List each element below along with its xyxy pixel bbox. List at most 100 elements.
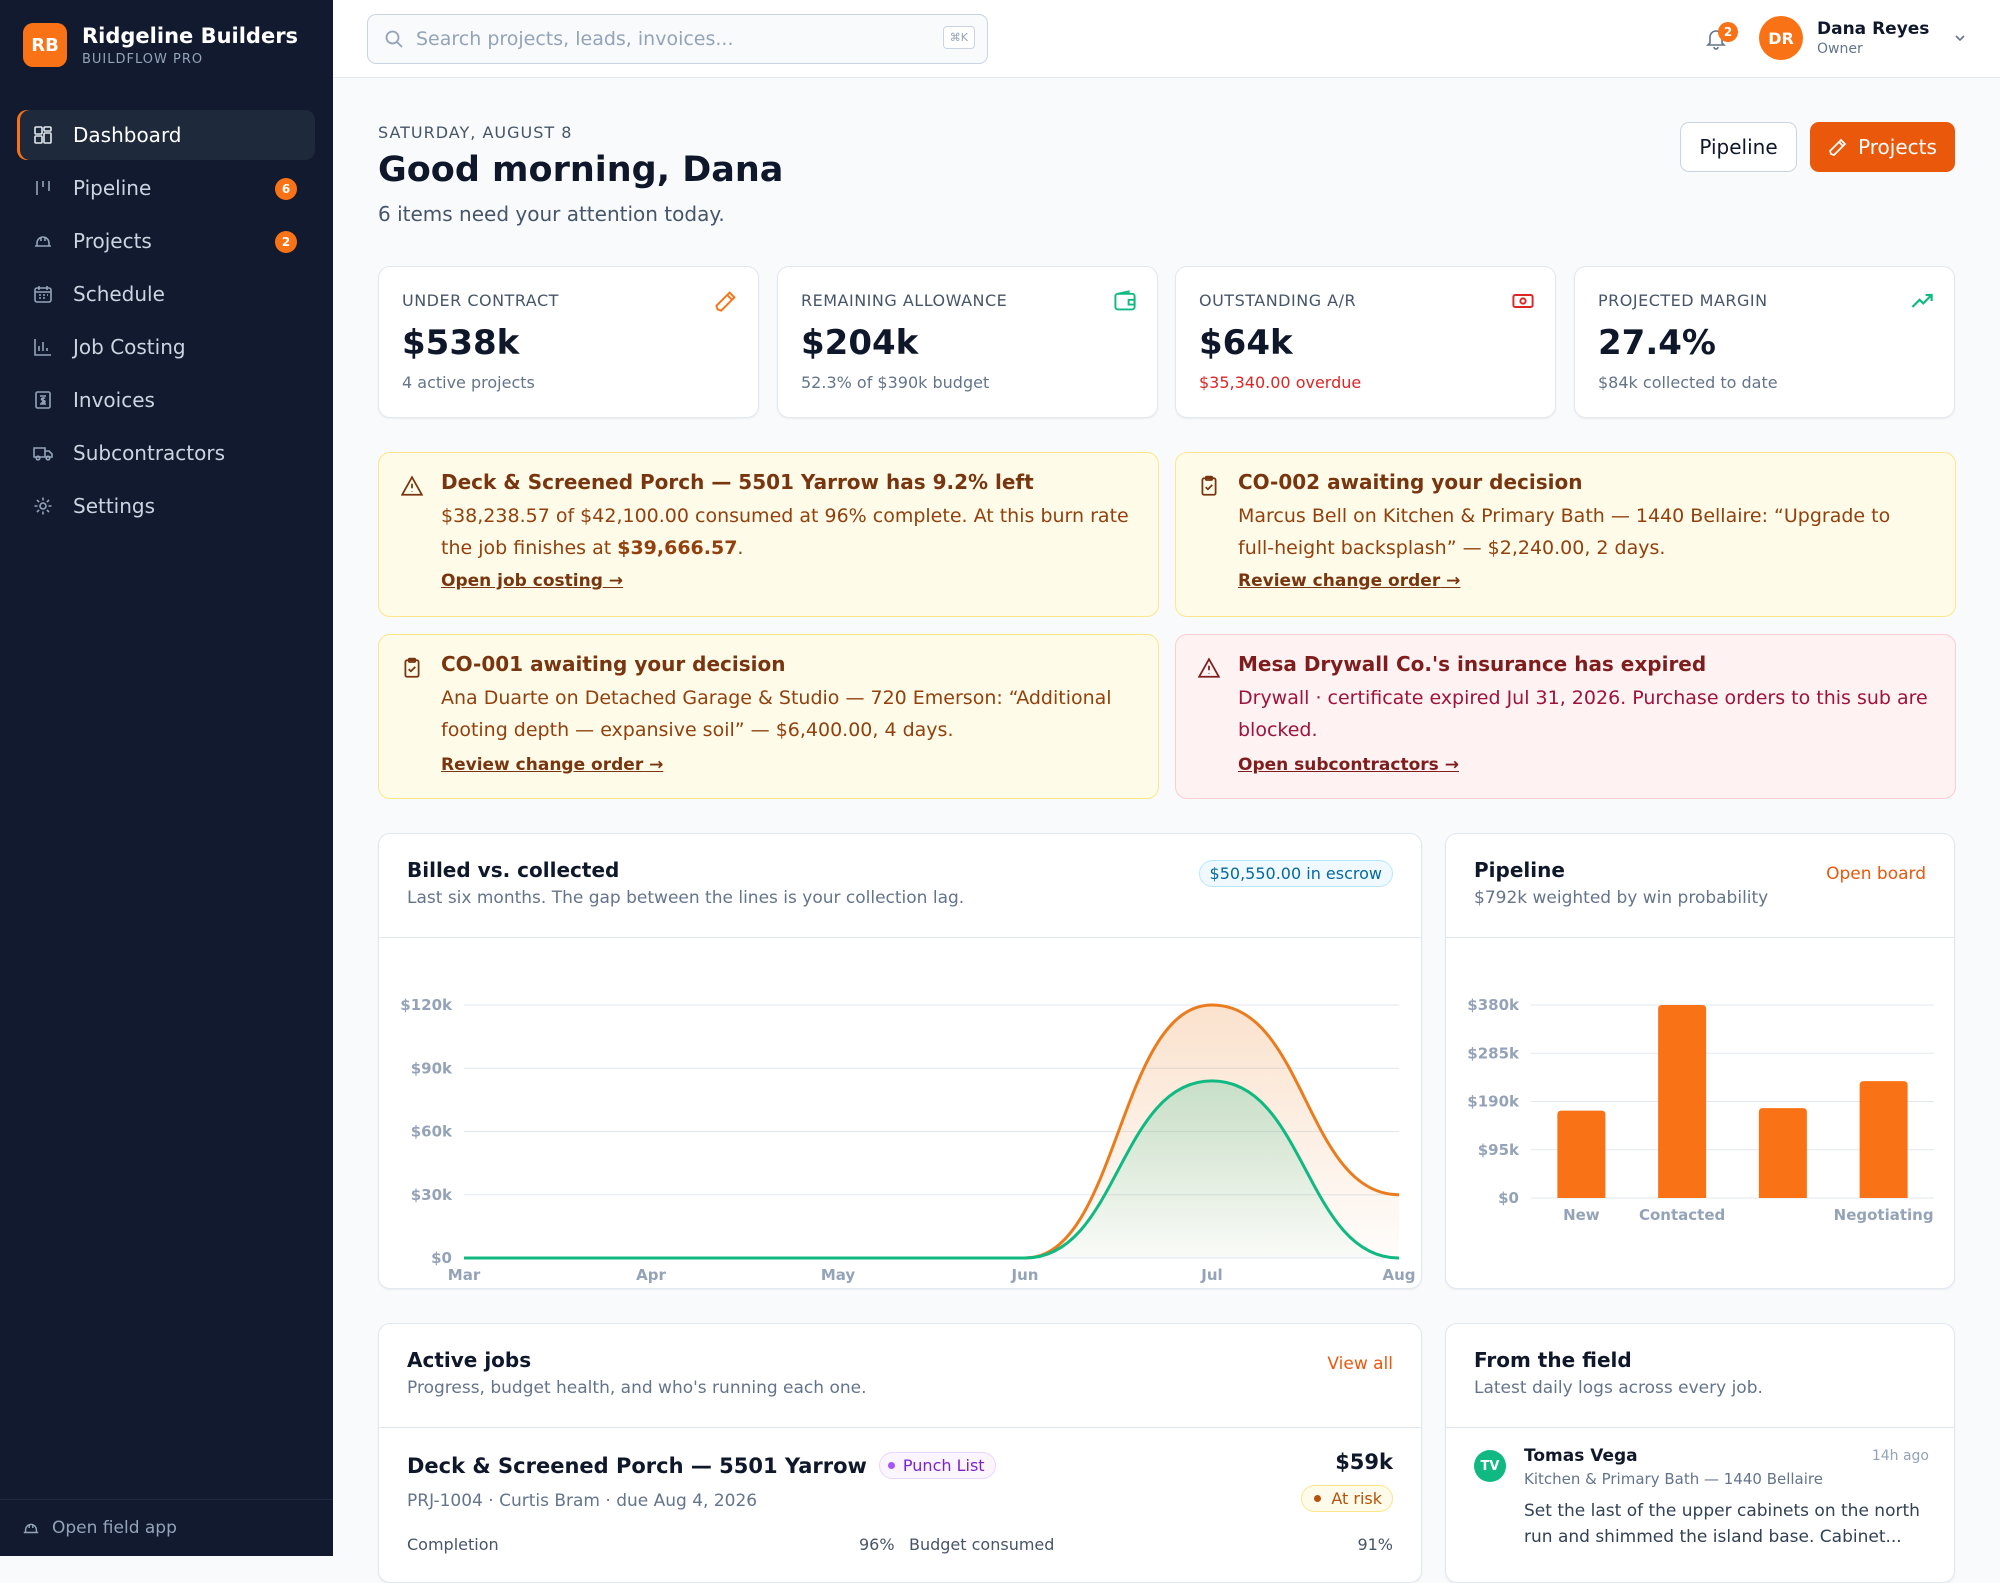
brand-name: Ridgeline Builders bbox=[82, 23, 299, 48]
log-time: 14h ago bbox=[1871, 1448, 1929, 1464]
sidebar-item-label: Dashboard bbox=[73, 123, 182, 147]
cash-icon bbox=[1512, 294, 1534, 308]
x-tick-label: Contacted bbox=[1639, 1206, 1725, 1224]
sidebar-item-label: Pipeline bbox=[73, 176, 152, 200]
kpi-under-contract: UNDER CONTRACT $538k 4 active projects bbox=[378, 266, 759, 418]
card-subtitle: Last six months. The gap between the lin… bbox=[407, 888, 965, 908]
sidebar-item-label: Job Costing bbox=[73, 335, 186, 359]
gear-icon bbox=[33, 496, 53, 516]
projects-count-badge: 2 bbox=[275, 231, 297, 253]
alert-body: Drywall · certificate expired Jul 31, 20… bbox=[1238, 687, 1928, 741]
job-amount: $59k bbox=[1335, 1450, 1393, 1474]
alert-budget-burn: Deck & Screened Porch — 5501 Yarrow has … bbox=[378, 452, 1159, 617]
alert-title: CO-002 awaiting your decision bbox=[1238, 470, 1583, 494]
clipboard-check-icon bbox=[1201, 475, 1217, 496]
kpi-label: REMAINING ALLOWANCE bbox=[801, 291, 1008, 310]
x-tick-label: May bbox=[821, 1266, 856, 1284]
attention-summary: 6 items need your attention today. bbox=[378, 202, 725, 226]
card-title: From the field bbox=[1474, 1348, 1632, 1372]
review-change-order-link[interactable]: Review change order → bbox=[1238, 571, 1461, 591]
chevron-down-icon bbox=[1955, 35, 1966, 42]
alert-body: $38,238.57 of $42,100.00 consumed at 96%… bbox=[441, 505, 1129, 559]
brand-logo: RB bbox=[23, 23, 67, 67]
user-role: Owner bbox=[1817, 41, 1863, 57]
sidebar-item-invoices[interactable]: Invoices bbox=[17, 375, 315, 425]
card-title: Active jobs bbox=[407, 1348, 532, 1372]
series-line bbox=[464, 1079, 1400, 1260]
billed-vs-collected-card: Billed vs. collected Last six months. Th… bbox=[378, 833, 1422, 1289]
alert-insurance-expired: Mesa Drywall Co.'s insurance has expired… bbox=[1175, 634, 1956, 799]
kpi-label: OUTSTANDING A/R bbox=[1199, 291, 1357, 310]
job-meta: PRJ-1004 · Curtis Bram · due Aug 4, 2026 bbox=[407, 1491, 758, 1511]
kpi-outstanding-ar: OUTSTANDING A/R $64k $35,340.00 overdue bbox=[1175, 266, 1556, 418]
alert-title: CO-001 awaiting your decision bbox=[441, 652, 786, 676]
pipeline-bar-chart: $0 $95k $190k $285k $380k New Contacted Negotia… bbox=[1467, 996, 1934, 1224]
hammer-icon bbox=[1829, 138, 1847, 156]
search-icon bbox=[385, 30, 403, 48]
open-job-costing-link[interactable]: Open job costing → bbox=[441, 571, 624, 591]
sidebar-item-pipeline[interactable]: Pipeline 6 bbox=[17, 163, 315, 213]
sidebar-item-settings[interactable]: Settings bbox=[17, 481, 315, 531]
pipeline-count-badge: 6 bbox=[275, 178, 297, 200]
kpi-remaining-allowance: REMAINING ALLOWANCE $204k 52.3% of $390k… bbox=[777, 266, 1158, 418]
view-all-link[interactable]: View all bbox=[1327, 1354, 1393, 1374]
job-row[interactable]: Deck & Screened Porch — 5501 Yarrow Punch… bbox=[407, 1452, 1347, 1511]
x-tick-label: Aug bbox=[1382, 1266, 1415, 1284]
brand[interactable]: RB Ridgeline Builders BUILDFLOW PRO bbox=[23, 23, 298, 67]
open-subcontractors-link[interactable]: Open subcontractors → bbox=[1238, 755, 1459, 775]
sidebar-item-job-costing[interactable]: Job Costing bbox=[17, 322, 315, 372]
warning-icon bbox=[1198, 657, 1220, 678]
open-field-app-link[interactable]: Open field app bbox=[0, 1499, 333, 1556]
sidebar-item-label: Subcontractors bbox=[73, 441, 226, 465]
kpi-projected-margin: PROJECTED MARGIN 27.4% $84k collected to… bbox=[1574, 266, 1955, 418]
budget-value: 91% bbox=[1357, 1535, 1393, 1554]
y-tick-label: $0 bbox=[431, 1249, 452, 1267]
sidebar-nav: Dashboard Pipeline 6 Projects 2 Schedule… bbox=[17, 110, 315, 534]
y-tick-label: $30k bbox=[411, 1186, 453, 1204]
search-shortcut: ⌘K bbox=[942, 26, 975, 49]
sidebar-item-schedule[interactable]: Schedule bbox=[17, 269, 315, 319]
card-subtitle: $792k weighted by win probability bbox=[1474, 888, 1769, 908]
sidebar-item-dashboard[interactable]: Dashboard bbox=[17, 110, 315, 160]
alert-co-001: CO-001 awaiting your decision Ana Duarte… bbox=[378, 634, 1159, 799]
kpi-sub: 52.3% of $390k budget bbox=[801, 373, 990, 392]
series-area bbox=[464, 1080, 1399, 1258]
search-input[interactable]: Search projects, leads, invoices... ⌘K bbox=[367, 14, 988, 64]
x-tick-label: New bbox=[1563, 1206, 1600, 1224]
completion-value: 96% bbox=[859, 1535, 895, 1554]
warning-icon bbox=[401, 475, 423, 496]
alert-body: Marcus Bell on Kitchen & Primary Bath — … bbox=[1238, 505, 1891, 559]
budget-label: Budget consumed bbox=[909, 1535, 1055, 1554]
y-tick-label: $190k bbox=[1467, 1093, 1520, 1111]
active-jobs-card: Active jobs Progress, budget health, and… bbox=[378, 1323, 1422, 1583]
alert-co-002: CO-002 awaiting your decision Marcus Bel… bbox=[1175, 452, 1956, 617]
hammer-icon bbox=[715, 291, 736, 312]
open-board-link[interactable]: Open board bbox=[1826, 864, 1926, 884]
receipt-icon bbox=[33, 390, 53, 410]
job-title: Deck & Screened Porch — 5501 Yarrow bbox=[407, 1453, 867, 1478]
sidebar-item-label: Projects bbox=[73, 229, 152, 253]
user-name: Dana Reyes bbox=[1817, 19, 1930, 39]
pipeline-button[interactable]: Pipeline bbox=[1680, 122, 1797, 172]
notification-count-badge: 2 bbox=[1718, 22, 1738, 42]
trending-up-icon bbox=[1911, 293, 1933, 308]
x-tick-label: Mar bbox=[448, 1266, 481, 1284]
sidebar-item-projects[interactable]: Projects 2 bbox=[17, 216, 315, 266]
avatar: TV bbox=[1474, 1450, 1506, 1482]
x-tick-label: Jul bbox=[1200, 1266, 1222, 1284]
projects-button[interactable]: Projects bbox=[1810, 122, 1955, 172]
kpi-value: $538k bbox=[402, 323, 520, 363]
alert-title: Deck & Screened Porch — 5501 Yarrow has … bbox=[441, 470, 1034, 494]
y-tick-label: $380k bbox=[1467, 996, 1520, 1014]
open-field-app-label: Open field app bbox=[52, 1518, 177, 1538]
completion-label: Completion bbox=[407, 1535, 499, 1554]
calendar-icon bbox=[33, 284, 53, 304]
review-change-order-link[interactable]: Review change order → bbox=[441, 755, 664, 775]
bar bbox=[1557, 1110, 1606, 1198]
y-tick-label: $285k bbox=[1467, 1044, 1520, 1062]
sidebar-item-subcontractors[interactable]: Subcontractors bbox=[17, 428, 315, 478]
kpi-value: 27.4% bbox=[1598, 323, 1716, 363]
user-menu[interactable]: DR Dana Reyes Owner bbox=[1759, 16, 1967, 60]
truck-icon bbox=[33, 443, 53, 463]
pipeline-button-label: Pipeline bbox=[1699, 135, 1778, 159]
